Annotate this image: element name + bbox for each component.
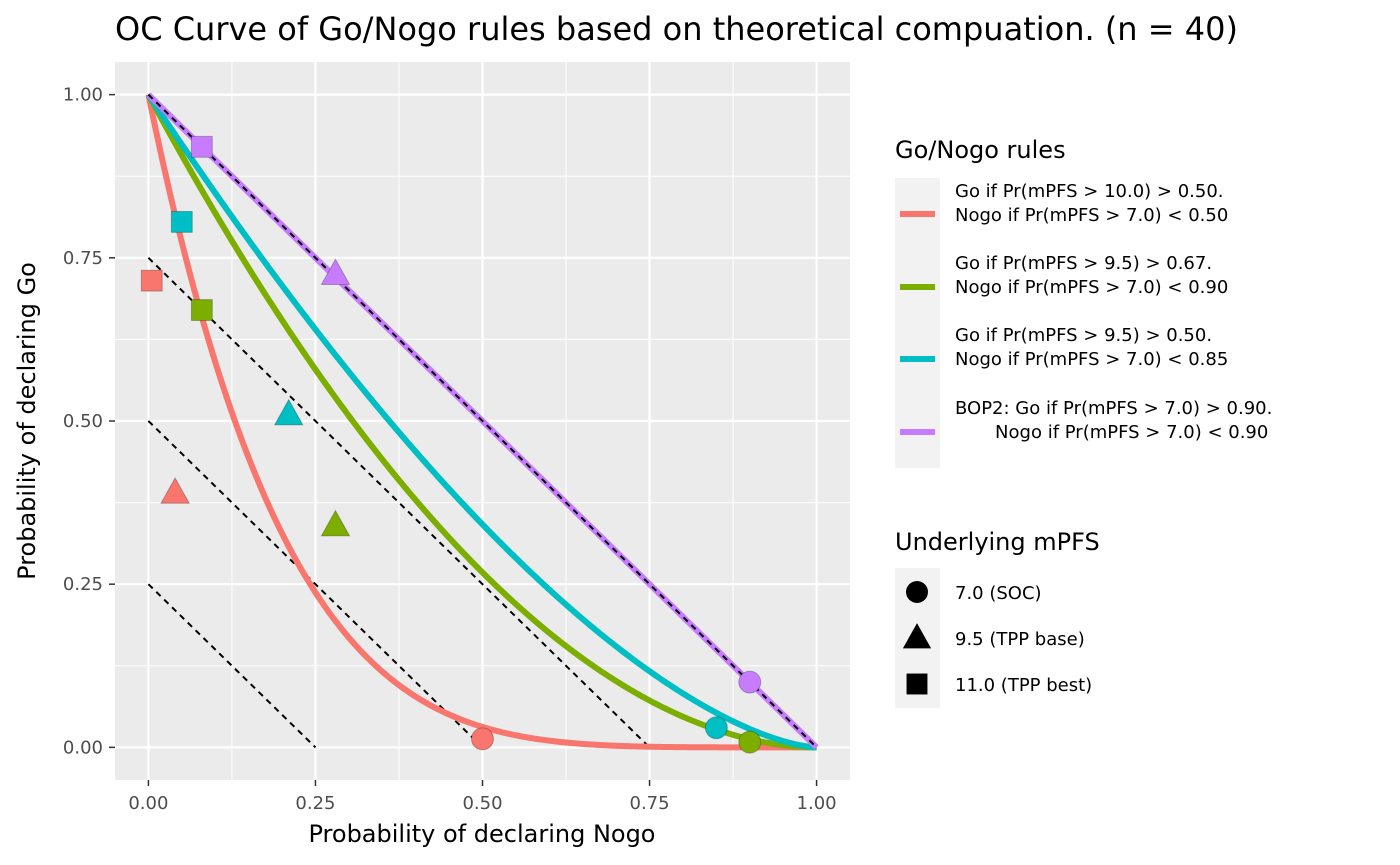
legend-rule-label-4: BOP2: Go if Pr(mPFS > 7.0) > 0.90. Nogo …	[955, 398, 1272, 443]
chart-title: OC Curve of Go/Nogo rules based on theor…	[115, 10, 1238, 48]
series-4-point-triangle	[320, 258, 351, 286]
reference-line	[147, 257, 651, 749]
legend-shape-label-3: 11.0 (TPP best)	[955, 675, 1092, 696]
y-tick-label: 0.75	[63, 248, 103, 269]
series-1-point-square	[140, 269, 163, 292]
series-3-point-circle	[704, 716, 728, 740]
x-tick-label: 0.00	[128, 793, 168, 814]
reference-line	[147, 420, 484, 749]
x-tick-label: 0.75	[630, 793, 670, 814]
series-2-point-triangle	[320, 509, 351, 537]
reference-line	[147, 583, 317, 749]
legend-rule-label-2: Go if Pr(mPFS > 9.5) > 0.67. Nogo if Pr(m…	[955, 253, 1228, 298]
y-tick-label: 0.25	[63, 574, 103, 595]
series-line-3	[145, 92, 817, 751]
legend-rules-title: Go/Nogo rules	[895, 136, 1066, 164]
x-tick-label: 0.50	[462, 793, 502, 814]
y-tick-label: 0.00	[63, 737, 103, 758]
series-2-point-circle	[738, 730, 762, 754]
x-axis-title: Probability of declaring Nogo	[309, 820, 656, 848]
legend-rules: Go/Nogo rules Go if Pr(mPFS > 10.0) > 0.…	[895, 136, 1272, 468]
plot-content	[140, 92, 819, 754]
series-line-2	[145, 93, 817, 751]
series-1-point-circle	[471, 727, 494, 751]
reference-line-overlay	[147, 93, 818, 749]
legend-shape-circle-icon	[906, 581, 928, 603]
y-axis-title: Probability of declaring Go	[13, 262, 41, 580]
legend-shapes: Underlying mPFS 7.0 (SOC) 9.5 (TPP base) 1…	[895, 528, 1100, 708]
legend-rule-label-1: Go if Pr(mPFS > 10.0) > 0.50. Nogo if Pr(…	[955, 181, 1228, 226]
y-tick-label: 1.00	[63, 85, 103, 106]
legend-shapes-title: Underlying mPFS	[895, 528, 1100, 556]
legend-rule-label-3: Go if Pr(mPFS > 9.5) > 0.50. Nogo if Pr(m…	[955, 325, 1228, 370]
legend-shape-square-icon	[906, 673, 928, 695]
series-4-point-circle	[738, 670, 762, 694]
series-line-1	[145, 94, 817, 751]
x-tick-label: 1.00	[797, 793, 837, 814]
axes: 0.00 0.25 0.50 0.75 1.00 0.00 0.25 0.50 0.75 1.00	[63, 85, 837, 814]
legend-shape-triangle-icon	[902, 623, 932, 649]
y-tick-label: 0.50	[63, 411, 103, 432]
legend-shape-label-1: 7.0 (SOC)	[955, 583, 1042, 604]
series-1-point-triangle	[160, 476, 191, 504]
legend-shape-label-2: 9.5 (TPP base)	[955, 629, 1085, 650]
series-3-point-square	[170, 210, 193, 233]
legend-rules-keys-bg	[895, 178, 940, 468]
series-2-point-square	[190, 299, 213, 321]
x-tick-label: 0.25	[295, 793, 335, 814]
series-4-point-square	[190, 135, 213, 158]
series-3-point-triangle	[273, 398, 304, 426]
